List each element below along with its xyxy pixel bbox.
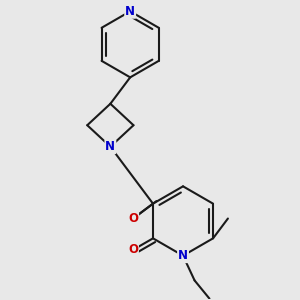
Text: O: O xyxy=(128,212,138,225)
Text: N: N xyxy=(178,249,188,262)
Text: N: N xyxy=(105,140,116,153)
Text: O: O xyxy=(128,243,138,256)
Text: N: N xyxy=(125,5,135,18)
